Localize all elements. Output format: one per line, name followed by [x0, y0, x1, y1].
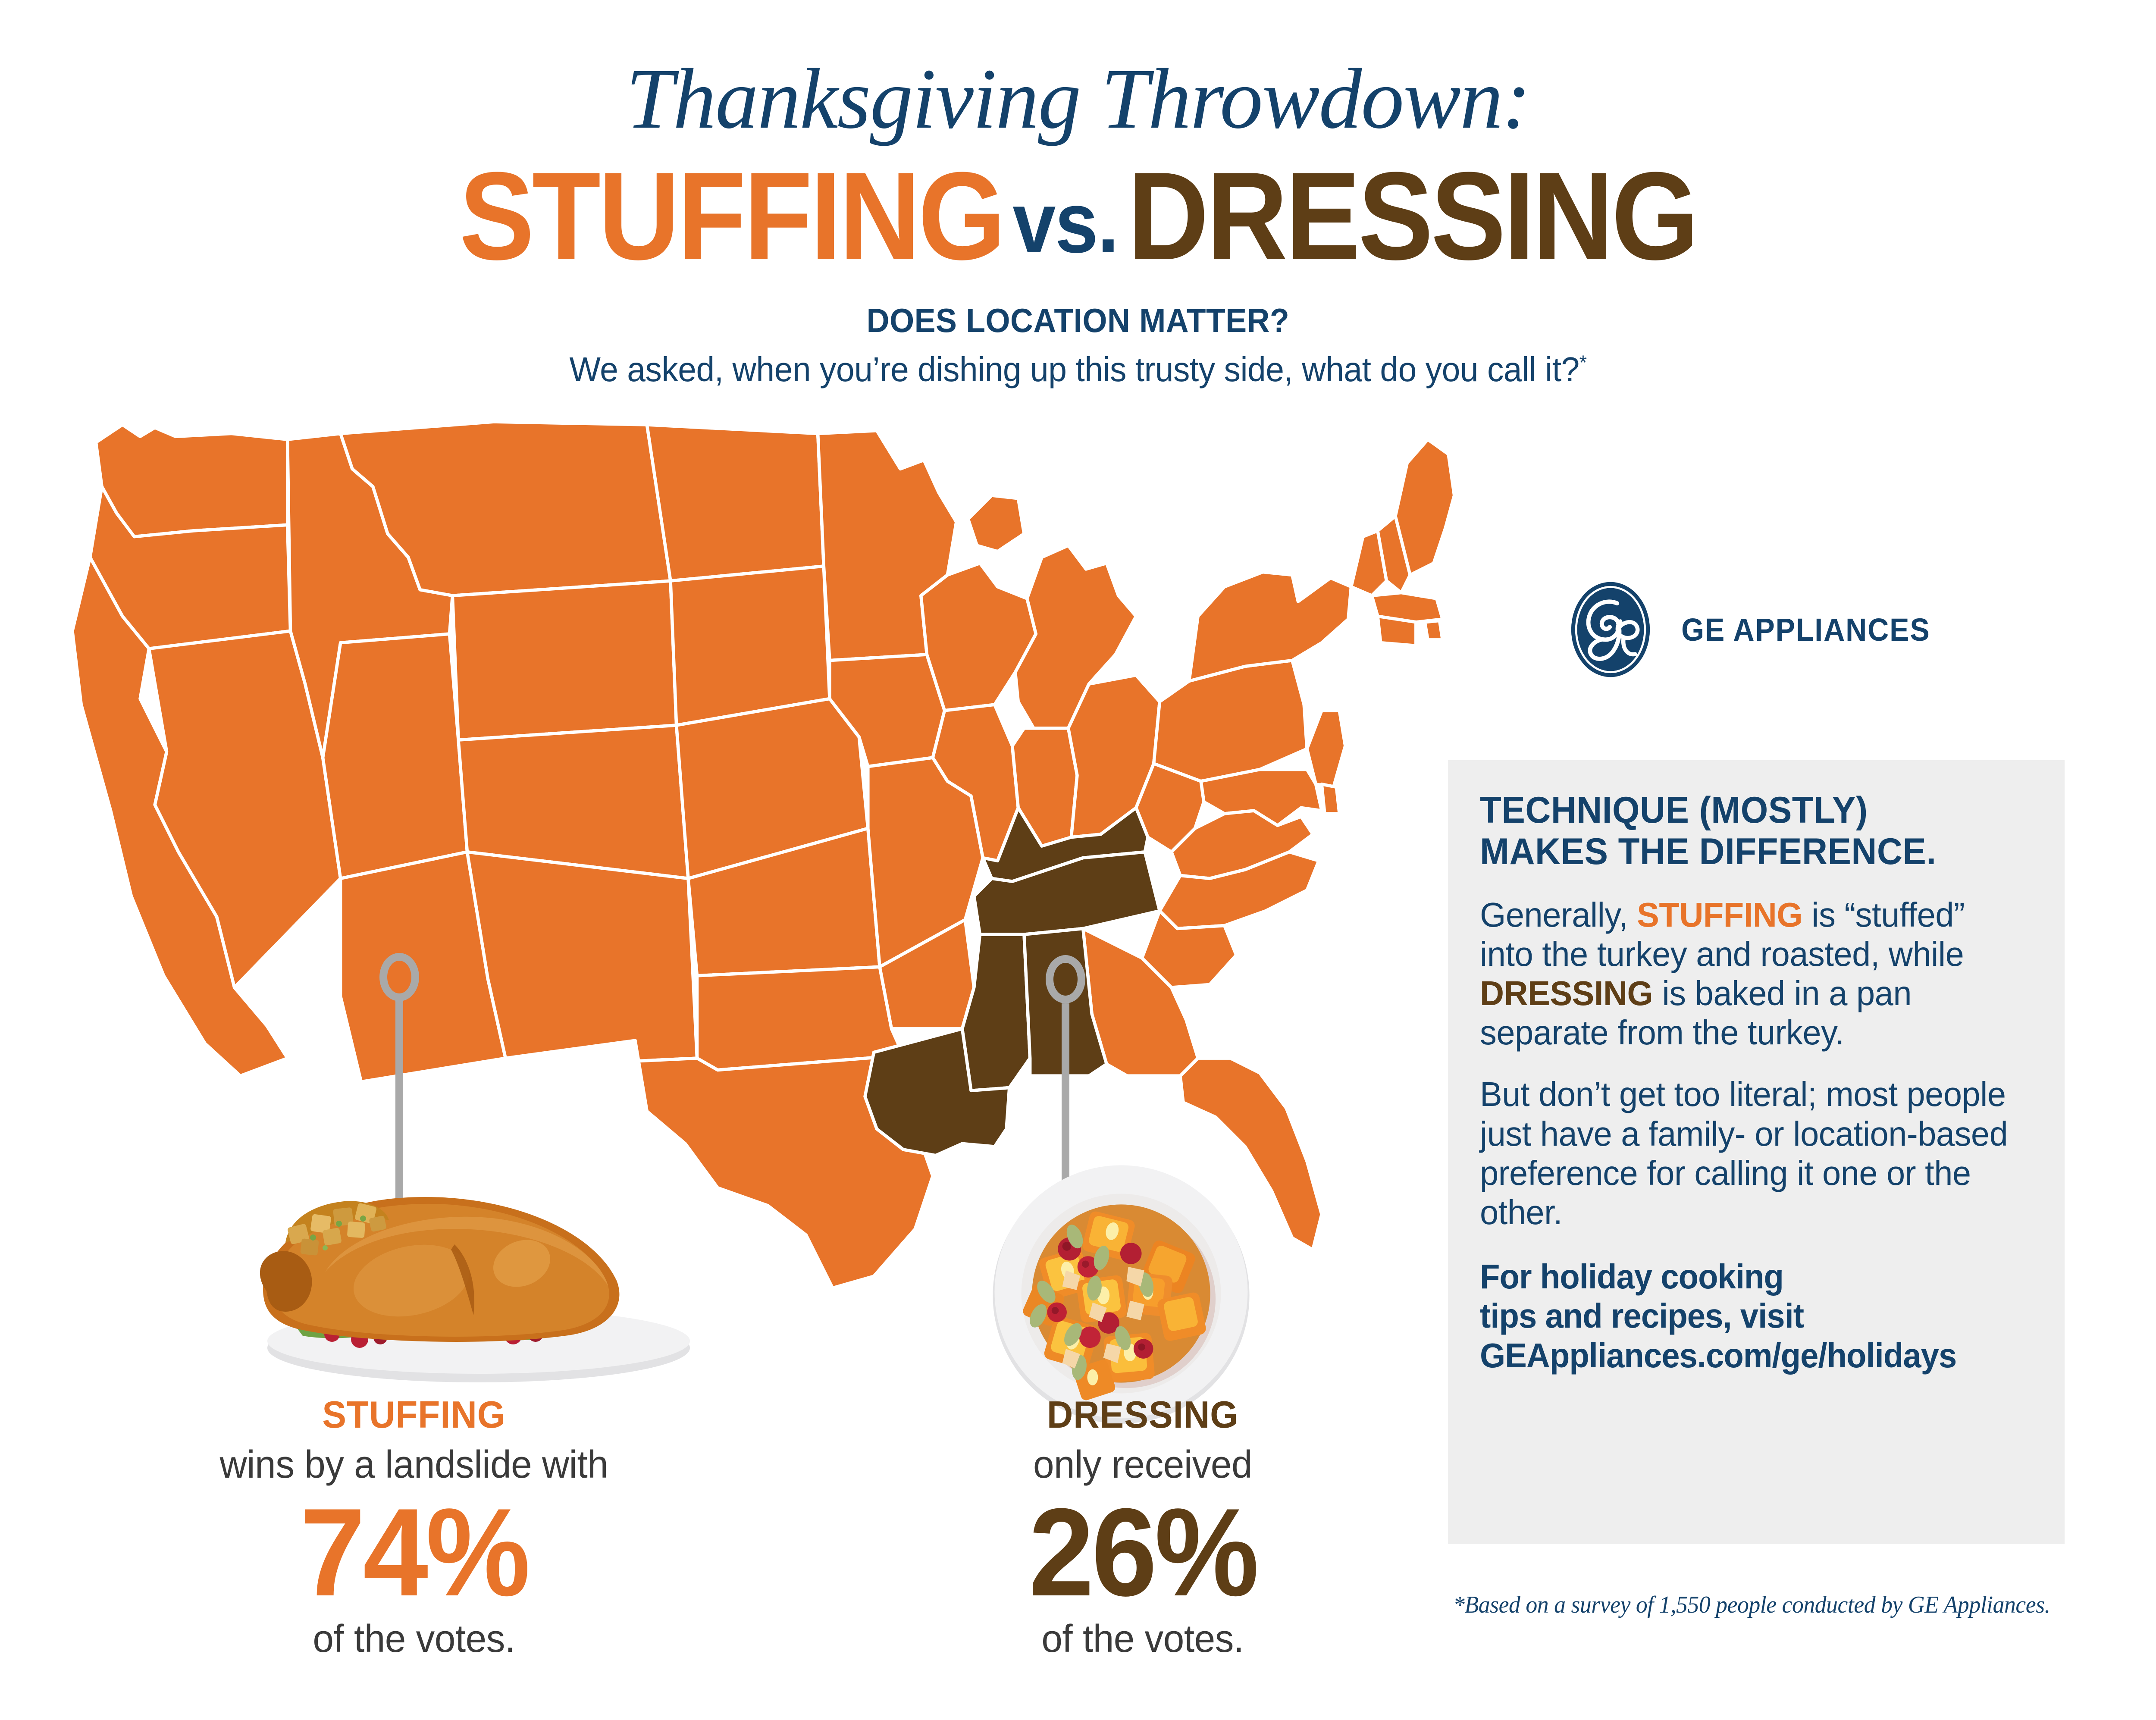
- pin-ring-icon: [379, 953, 419, 1001]
- cta-line-1: For holiday cooking: [1480, 1257, 1784, 1296]
- p1-stuffing-emphasis: STUFFING: [1637, 895, 1803, 934]
- panel-paragraph-1: Generally, STUFFING is “stuffed” into th…: [1480, 895, 2016, 1053]
- state-WY: [451, 579, 678, 742]
- state-MI: [966, 494, 1138, 739]
- state-TX: [633, 1039, 934, 1290]
- state-PA: [1152, 658, 1309, 783]
- nuts: [1062, 1267, 1144, 1369]
- p1-part-e: is baked in a pan separate from the turk…: [1480, 974, 1912, 1052]
- page-title: STUFFING vs.DRESSING: [108, 154, 2048, 279]
- panel-paragraph-2: But don’t get too literal; most people j…: [1480, 1075, 2008, 1231]
- state-UT: [321, 632, 469, 880]
- state-NM: [465, 850, 699, 1063]
- ge-monogram-icon: [1571, 582, 1650, 677]
- state-RI: [1423, 619, 1445, 642]
- state-NY: [1187, 570, 1353, 683]
- sub-question: We asked, when you’re dishing up this tr…: [43, 350, 2113, 389]
- script-title: Thanksgiving Throwdown:: [626, 51, 1531, 147]
- title-word-dressing: DRESSING: [1127, 146, 1699, 286]
- stat-value: 26%: [1028, 1482, 1259, 1622]
- panel-cta[interactable]: For holiday cooking tips and recipes, vi…: [1480, 1257, 2005, 1375]
- stat-block-stuffing: STUFFING wins by a landslide with 74% of…: [112, 1393, 716, 1661]
- technique-info-panel: TECHNIQUE (MOSTLY) MAKES THE DIFFERENCE.…: [1448, 760, 2065, 1544]
- stuffing-cubes: [288, 1203, 386, 1256]
- map-pin-stuffing[interactable]: [379, 953, 419, 1217]
- state-ME: [1394, 438, 1456, 577]
- title-word-vs: vs.: [1012, 175, 1119, 271]
- dressing-bowl-illustration: [993, 1165, 1250, 1424]
- stat-lead: only received: [1033, 1443, 1253, 1486]
- state-NJ: [1305, 709, 1347, 789]
- pin-ring-icon: [1046, 955, 1085, 1003]
- stat-value: 74%: [300, 1482, 530, 1622]
- state-MT: [338, 420, 672, 598]
- cranberries: [1047, 1237, 1153, 1359]
- panel-heading: TECHNIQUE (MOSTLY) MAKES THE DIFFERENCE.: [1480, 790, 2005, 873]
- stat-trail: of the votes.: [1041, 1617, 1244, 1660]
- stuffing-states-group: [71, 420, 1456, 1290]
- p1-part-c: is “stuffed” into the turkey and roasted…: [1480, 895, 1965, 973]
- ge-appliances-wordmark: GE APPLIANCES: [1681, 611, 1930, 648]
- map-pin-dressing[interactable]: [1046, 955, 1085, 1228]
- panel-heading-line-2: MAKES THE DIFFERENCE.: [1480, 831, 1937, 873]
- title-word-stuffing: STUFFING: [459, 146, 1006, 286]
- stat-trail: of the votes.: [313, 1617, 515, 1660]
- header: Thanksgiving Throwdown: STUFFING vs.DRESS…: [0, 0, 2156, 389]
- panel-heading-line-1: TECHNIQUE (MOSTLY): [1480, 790, 1868, 831]
- state-LA: [863, 1027, 1011, 1157]
- state-CT: [1376, 614, 1418, 648]
- ge-appliances-logo[interactable]: GE APPLIANCES: [1570, 580, 1941, 679]
- stat-lead: wins by a landslide with: [219, 1443, 608, 1486]
- state-FL: [1178, 1056, 1323, 1252]
- state-DE: [1320, 782, 1341, 815]
- cta-url[interactable]: GEAppliances.com/ge/holidays: [1480, 1336, 1957, 1375]
- pin-stem: [1062, 1003, 1069, 1228]
- roast-turkey-illustration: [260, 1197, 690, 1382]
- state-CA: [71, 555, 289, 1078]
- footnote-marker: *: [1579, 351, 1587, 374]
- pin-stem: [395, 1001, 403, 1217]
- state-ND: [645, 423, 826, 583]
- sub-question-text: We asked, when you’re dishing up this tr…: [569, 350, 1579, 388]
- stat-label: STUFFING: [322, 1393, 506, 1436]
- sub-headline: DOES LOCATION MATTER?: [866, 301, 1290, 339]
- stat-block-dressing: DRESSING only received 26% of the votes.: [888, 1393, 1397, 1661]
- cta-line-2: tips and recipes, visit: [1480, 1297, 1804, 1335]
- p1-part-a: Generally,: [1480, 895, 1637, 934]
- stat-label: DRESSING: [1047, 1393, 1239, 1436]
- p1-dressing-emphasis: DRESSING: [1480, 974, 1653, 1012]
- survey-footnote: *Based on a survey of 1,550 people condu…: [1453, 1592, 2050, 1618]
- state-WA: [94, 423, 289, 539]
- state-MS: [960, 933, 1032, 1093]
- state-NE: [674, 697, 870, 880]
